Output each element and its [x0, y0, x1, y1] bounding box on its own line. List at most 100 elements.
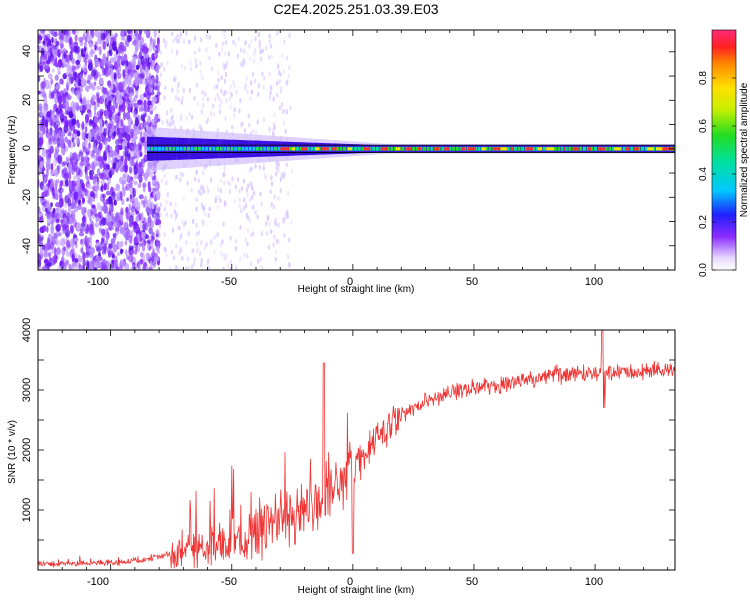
ridge-mid-cell — [543, 146, 546, 151]
noise-cell — [113, 237, 116, 242]
noise-cell — [68, 180, 72, 191]
faint-noise-cell — [231, 124, 234, 130]
ridge-mid-cell — [237, 146, 241, 151]
noise-cell — [75, 159, 79, 165]
noise-cell — [100, 60, 105, 68]
faint-noise-cell — [260, 230, 264, 236]
noise-cell — [128, 152, 131, 158]
noise-cell — [74, 65, 80, 70]
noise-cell — [66, 94, 72, 101]
faint-noise-cell — [171, 228, 175, 233]
noise-cell — [89, 198, 93, 207]
faint-noise-cell — [213, 84, 216, 90]
noise-cell — [151, 96, 155, 106]
noise-cell — [139, 130, 143, 139]
noise-cell — [115, 138, 120, 145]
noise-cell — [156, 37, 160, 45]
ridge-mid-cell — [622, 146, 626, 151]
noise-cell — [134, 135, 138, 140]
noise-cell — [98, 155, 104, 162]
faint-noise-cell — [219, 242, 223, 248]
noise-cell — [101, 228, 106, 236]
noise-cell — [68, 162, 73, 172]
faint-noise-cell — [250, 232, 253, 238]
faint-noise-cell — [225, 90, 228, 96]
noise-cell — [144, 88, 149, 96]
noise-cell — [144, 54, 150, 59]
noise-cell — [94, 266, 98, 270]
noise-cell — [102, 87, 108, 95]
noise-cell — [61, 161, 66, 168]
noise-cell — [155, 245, 160, 252]
ridge-mid-cell — [168, 146, 172, 151]
noise-cell — [77, 79, 83, 87]
noise-cell — [75, 167, 81, 176]
ridge-mid-cell — [517, 146, 521, 151]
faint-noise-cell — [224, 40, 228, 45]
faint-noise-cell — [156, 236, 159, 242]
faint-noise-cell — [172, 38, 175, 44]
top-x-tick-label: 50 — [466, 276, 478, 288]
faint-noise-cell — [256, 214, 259, 220]
ridge-mid-cell — [350, 146, 354, 151]
noise-cell — [156, 91, 161, 96]
noise-cell — [66, 224, 70, 231]
ridge-mid-cell — [263, 146, 267, 151]
noise-cell — [117, 251, 120, 257]
faint-noise-cell — [261, 48, 265, 54]
faint-noise-cell — [169, 201, 172, 207]
noise-cell — [134, 43, 139, 52]
noise-cell — [46, 218, 51, 224]
noise-cell — [142, 222, 146, 233]
faint-noise-cell — [205, 119, 208, 125]
noise-cell — [130, 157, 135, 167]
faint-noise-cell — [150, 87, 153, 93]
faint-noise-cell — [176, 33, 179, 39]
colorbar-ticks — [712, 77, 736, 271]
noise-cell — [74, 201, 78, 209]
noise-cell — [38, 90, 42, 95]
noise-cell — [71, 260, 75, 270]
noise-cell — [88, 82, 93, 89]
faint-noise-cell — [283, 216, 286, 222]
noise-cell — [57, 95, 63, 105]
noise-cell — [91, 69, 97, 77]
ridge-mid-cell — [401, 146, 405, 151]
noise-cell — [129, 92, 133, 98]
noise-cell — [116, 147, 120, 156]
noise-cell — [104, 64, 109, 72]
noise-cell — [139, 68, 143, 74]
faint-noise-cell — [210, 238, 213, 244]
faint-noise-cell — [270, 181, 274, 187]
noise-cell — [123, 53, 128, 64]
noise-cell — [91, 94, 97, 102]
faint-noise-cell — [262, 84, 265, 90]
faint-noise-cell — [151, 204, 155, 210]
ridge-mid-cell — [248, 146, 252, 151]
noise-cell — [150, 220, 154, 229]
noise-cell — [61, 255, 65, 262]
faint-noise-cell — [283, 232, 286, 238]
ridge-mid-cell — [415, 146, 419, 151]
faint-noise-cell — [219, 198, 222, 204]
noise-cell — [55, 236, 58, 246]
noise-cell — [134, 180, 138, 186]
faint-noise-cell — [269, 189, 272, 195]
noise-cell — [42, 173, 46, 178]
noise-cell — [52, 255, 57, 264]
faint-noise-cell — [282, 120, 285, 126]
faint-noise-cell — [282, 219, 286, 225]
faint-noise-cell — [155, 257, 158, 263]
noise-cell — [55, 116, 59, 122]
noise-cell — [87, 184, 92, 190]
faint-noise-cell — [218, 109, 222, 115]
ridge-peak-cell — [481, 147, 486, 151]
faint-noise-cell — [197, 178, 201, 183]
noise-cell — [114, 215, 119, 222]
faint-noise-cell — [243, 85, 246, 91]
noise-cell — [49, 116, 53, 127]
noise-cell — [137, 60, 141, 69]
noise-cell — [76, 130, 81, 137]
ridge-mid-cell — [513, 146, 517, 151]
noise-cell — [117, 95, 121, 105]
